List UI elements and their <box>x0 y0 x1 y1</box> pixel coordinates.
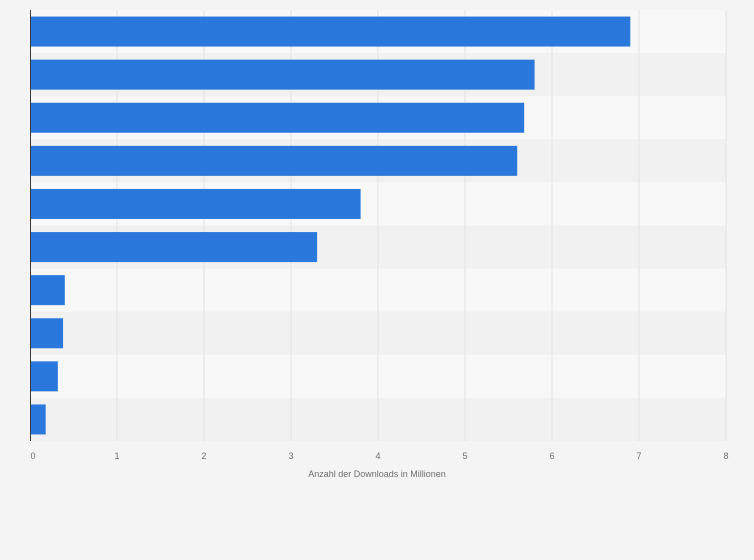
x-axis-title: Anzahl der Downloads in Millionen <box>308 469 446 479</box>
bar[interactable] <box>30 59 535 90</box>
bar[interactable] <box>30 404 46 435</box>
bar[interactable] <box>30 275 65 306</box>
bar[interactable] <box>30 318 64 349</box>
x-axis-ticks: 0 1 2 3 4 5 6 7 8 <box>30 451 728 461</box>
x-tick-label: 4 <box>375 451 380 461</box>
x-tick-label: 7 <box>636 451 641 461</box>
bar[interactable] <box>30 102 525 133</box>
x-tick-label: 3 <box>288 451 293 461</box>
bar[interactable] <box>30 145 518 176</box>
bar[interactable] <box>30 232 318 263</box>
bar[interactable] <box>30 188 361 219</box>
bars <box>30 16 631 435</box>
x-tick-label: 6 <box>549 451 554 461</box>
bar[interactable] <box>30 361 58 392</box>
x-tick-label: 5 <box>462 451 467 461</box>
x-tick-label: 1 <box>114 451 119 461</box>
x-tick-label: 0 <box>30 451 35 461</box>
x-tick-label: 8 <box>723 451 728 461</box>
x-tick-label: 2 <box>201 451 206 461</box>
bar[interactable] <box>30 16 631 47</box>
